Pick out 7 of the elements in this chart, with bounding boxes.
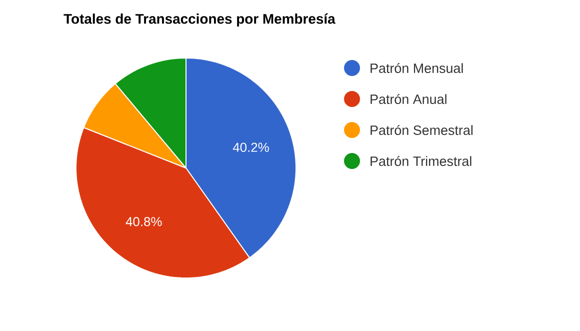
legend-label: Patrón Anual xyxy=(370,94,446,104)
legend-label: Patrón Trimestral xyxy=(370,156,472,166)
legend-label: Patrón Mensual xyxy=(370,62,463,74)
chart-title: Totales de Transacciones por Membresía xyxy=(64,13,336,27)
data-label: 40.8% xyxy=(126,217,162,226)
legend-label: Patrón Semestral xyxy=(370,124,473,136)
data-label: 40.2% xyxy=(232,142,269,152)
